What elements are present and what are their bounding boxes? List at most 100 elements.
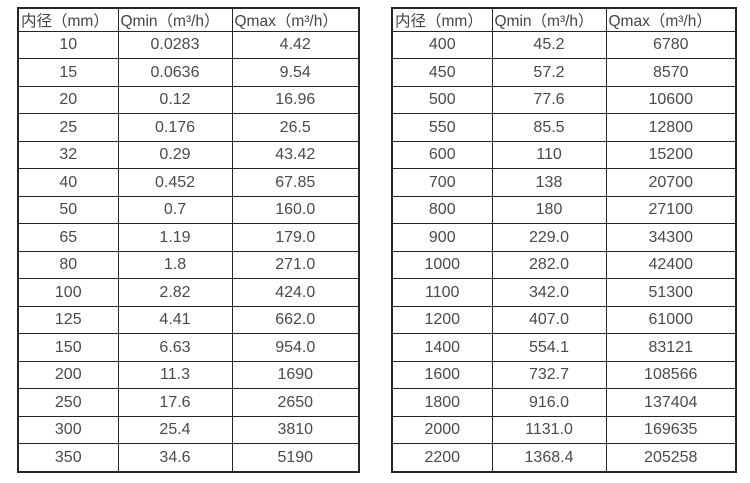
diameter-cell: 150 [17, 333, 119, 362]
qmax-cell: 662.0 [231, 305, 360, 335]
table-row: 150 6.63 954.0 [17, 333, 360, 362]
table-row: 20 0.12 16.96 [17, 85, 360, 115]
qmin-column-header: Qmin（m³/h） [117, 7, 233, 32]
diameter-cell: 2200 [391, 443, 493, 473]
qmax-cell: 108566 [605, 360, 737, 390]
qmax-cell: 16.96 [231, 85, 360, 115]
diameter-cell: 700 [391, 168, 493, 197]
qmin-cell: 57.2 [491, 58, 607, 87]
qmax-cell: 4.42 [231, 30, 360, 60]
qmax-cell: 271.0 [231, 250, 360, 280]
qmax-cell: 67.85 [231, 168, 360, 197]
table-row: 25 0.176 26.5 [17, 113, 360, 142]
qmin-cell: 0.29 [117, 140, 233, 170]
qmax-cell: 27100 [605, 195, 737, 225]
diameter-cell: 2000 [391, 415, 493, 445]
diameter-cell: 200 [17, 360, 119, 390]
qmax-cell: 42400 [605, 250, 737, 280]
header-row: 内径（mm） Qmin（m³/h） Qmax（m³/h） [17, 7, 360, 32]
qmax-column-header: Qmax（m³/h） [605, 7, 737, 32]
diameter-cell: 500 [391, 85, 493, 115]
diameter-cell: 1400 [391, 333, 493, 362]
table-row: 65 1.19 179.0 [17, 223, 360, 252]
table-row: 200 11.3 1690 [17, 360, 360, 390]
qmax-cell: 3810 [231, 415, 360, 445]
table-row: 800 180 27100 [391, 195, 737, 225]
qmin-cell: 2.82 [117, 278, 233, 307]
qmax-cell: 954.0 [231, 333, 360, 362]
diameter-cell: 900 [391, 223, 493, 252]
qmax-cell: 160.0 [231, 195, 360, 225]
qmax-cell: 2650 [231, 388, 360, 417]
table-row: 250 17.6 2650 [17, 388, 360, 417]
table-row: 1800 916.0 137404 [391, 388, 737, 417]
diameter-cell: 1100 [391, 278, 493, 307]
table-row: 2000 1131.0 169635 [391, 415, 737, 445]
qmin-cell: 85.5 [491, 113, 607, 142]
flow-table-large-diameters: 内径（mm） Qmin（m³/h） Qmax（m³/h） 400 45.2 6780 450… [391, 7, 737, 473]
qmax-cell: 6780 [605, 30, 737, 60]
header-row: 内径（mm） Qmin（m³/h） Qmax（m³/h） [391, 7, 737, 32]
diameter-cell: 1200 [391, 305, 493, 335]
table-row: 1200 407.0 61000 [391, 305, 737, 335]
table-row: 1400 554.1 83121 [391, 333, 737, 362]
diameter-cell: 1800 [391, 388, 493, 417]
qmin-cell: 229.0 [491, 223, 607, 252]
qmax-cell: 5190 [231, 443, 360, 473]
qmin-cell: 138 [491, 168, 607, 197]
qmax-cell: 12800 [605, 113, 737, 142]
table-row: 900 229.0 34300 [391, 223, 737, 252]
qmax-cell: 424.0 [231, 278, 360, 307]
qmin-cell: 1.8 [117, 250, 233, 280]
diameter-cell: 600 [391, 140, 493, 170]
table-row: 15 0.0636 9.54 [17, 58, 360, 87]
table-row: 350 34.6 5190 [17, 443, 360, 473]
diameter-cell: 20 [17, 85, 119, 115]
diameter-cell: 300 [17, 415, 119, 445]
qmin-cell: 17.6 [117, 388, 233, 417]
diameter-cell: 32 [17, 140, 119, 170]
table-row: 600 110 15200 [391, 140, 737, 170]
table-row: 1600 732.7 108566 [391, 360, 737, 390]
qmin-cell: 1131.0 [491, 415, 607, 445]
qmax-cell: 137404 [605, 388, 737, 417]
qmin-cell: 342.0 [491, 278, 607, 307]
table-row: 50 0.7 160.0 [17, 195, 360, 225]
qmax-cell: 1690 [231, 360, 360, 390]
qmax-cell: 26.5 [231, 113, 360, 142]
qmin-cell: 11.3 [117, 360, 233, 390]
qmin-cell: 34.6 [117, 443, 233, 473]
qmin-cell: 1368.4 [491, 443, 607, 473]
qmax-cell: 83121 [605, 333, 737, 362]
diameter-cell: 250 [17, 388, 119, 417]
diameter-cell: 40 [17, 168, 119, 197]
qmax-cell: 9.54 [231, 58, 360, 87]
table-row: 300 25.4 3810 [17, 415, 360, 445]
table-row: 450 57.2 8570 [391, 58, 737, 87]
diameter-cell: 350 [17, 443, 119, 473]
qmin-cell: 407.0 [491, 305, 607, 335]
qmin-cell: 25.4 [117, 415, 233, 445]
diameter-cell: 65 [17, 223, 119, 252]
flow-table-small-diameters: 内径（mm） Qmin（m³/h） Qmax（m³/h） 10 0.0283 4.42 15… [17, 7, 360, 473]
diameter-cell: 50 [17, 195, 119, 225]
diameter-cell: 1000 [391, 250, 493, 280]
qmax-cell: 10600 [605, 85, 737, 115]
qmax-cell: 205258 [605, 443, 737, 473]
qmax-cell: 61000 [605, 305, 737, 335]
diameter-cell: 80 [17, 250, 119, 280]
qmin-column-header: Qmin（m³/h） [491, 7, 607, 32]
qmin-cell: 0.176 [117, 113, 233, 142]
qmax-cell: 43.42 [231, 140, 360, 170]
diameter-column-header: 内径（mm） [17, 7, 119, 32]
qmax-cell: 8570 [605, 58, 737, 87]
table-row: 125 4.41 662.0 [17, 305, 360, 335]
table-row: 1100 342.0 51300 [391, 278, 737, 307]
qmax-cell: 34300 [605, 223, 737, 252]
qmin-cell: 110 [491, 140, 607, 170]
diameter-cell: 125 [17, 305, 119, 335]
table-row: 400 45.2 6780 [391, 30, 737, 60]
qmax-cell: 179.0 [231, 223, 360, 252]
qmax-cell: 51300 [605, 278, 737, 307]
diameter-cell: 25 [17, 113, 119, 142]
